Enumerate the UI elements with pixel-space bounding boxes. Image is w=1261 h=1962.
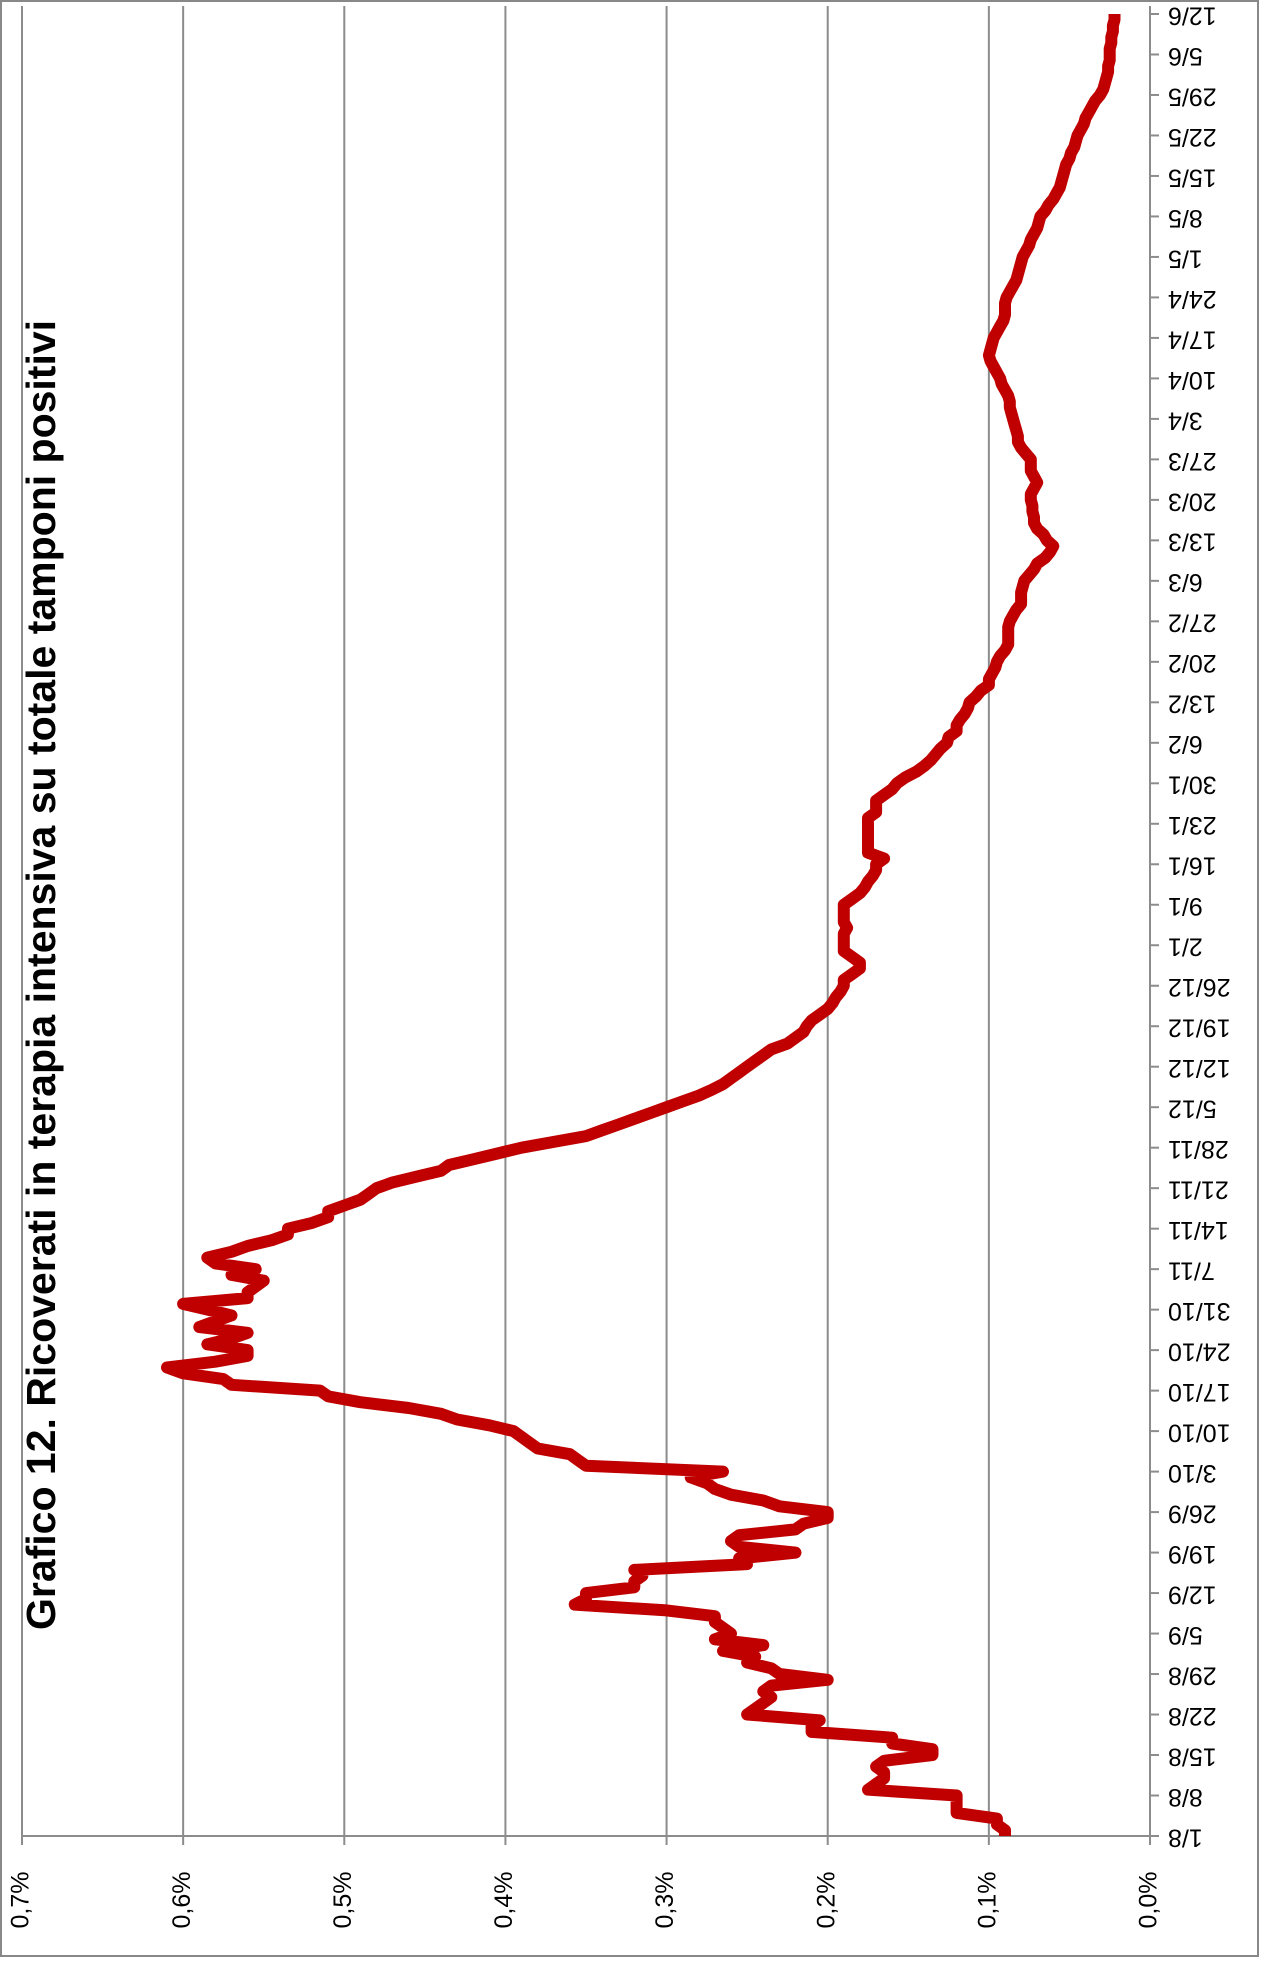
x-tick-label: 24/4 xyxy=(1168,285,1217,313)
x-tick-label: 8/8 xyxy=(1168,1783,1203,1811)
x-tick-label: 23/1 xyxy=(1168,811,1217,839)
x-tick-label: 24/10 xyxy=(1168,1338,1231,1366)
x-tick-label: 5/12 xyxy=(1168,1095,1217,1123)
x-tick-label: 28/11 xyxy=(1168,1135,1229,1163)
x-tick-label: 13/3 xyxy=(1168,528,1217,556)
x-tick-label: 6/2 xyxy=(1168,730,1203,758)
x-tick-label: 15/8 xyxy=(1168,1742,1217,1770)
y-tick-label: 0,6% xyxy=(168,1872,196,1929)
y-tick-label: 0,5% xyxy=(329,1872,357,1929)
x-tick-label: 3/10 xyxy=(1168,1459,1217,1487)
x-tick-label: 30/1 xyxy=(1168,771,1217,799)
x-tick-label: 20/3 xyxy=(1168,487,1217,515)
x-tick-label: 26/12 xyxy=(1168,973,1231,1001)
x-tick-label: 17/10 xyxy=(1168,1378,1231,1406)
x-tick-label: 22/5 xyxy=(1168,123,1217,151)
y-tick-label: 0,2% xyxy=(812,1872,840,1929)
x-tick-label: 12/12 xyxy=(1168,1054,1231,1082)
x-tick-label: 9/1 xyxy=(1168,892,1203,920)
x-tick-label: 29/5 xyxy=(1168,82,1217,110)
x-tick-label: 12/9 xyxy=(1168,1580,1217,1608)
x-tick-label: 10/10 xyxy=(1168,1419,1231,1447)
x-tick-label: 16/1 xyxy=(1168,852,1217,880)
x-tick-label: 19/12 xyxy=(1168,1014,1231,1042)
x-tick-label: 8/5 xyxy=(1168,204,1203,232)
x-tick-label: 5/9 xyxy=(1168,1621,1203,1649)
chart-title: Grafico 12. Ricoverati in terapia intens… xyxy=(18,320,64,1630)
x-tick-label: 6/3 xyxy=(1168,568,1203,596)
x-tick-label: 27/3 xyxy=(1168,447,1217,475)
x-tick-label: 7/11 xyxy=(1168,1257,1215,1285)
x-tick-label: 22/8 xyxy=(1168,1702,1217,1730)
x-tick-label: 14/11 xyxy=(1168,1216,1229,1244)
x-tick-label: 20/2 xyxy=(1168,649,1217,677)
x-tick-label: 1/8 xyxy=(1168,1823,1203,1851)
x-tick-label: 27/2 xyxy=(1168,609,1217,637)
y-tick-label: 0,7% xyxy=(7,1872,35,1929)
x-tick-label: 12/6 xyxy=(1168,1,1217,29)
x-tick-label: 19/9 xyxy=(1168,1540,1217,1568)
y-tick-label: 0,0% xyxy=(1135,1872,1163,1929)
x-tick-label: 3/4 xyxy=(1168,406,1203,434)
x-tick-label: 15/5 xyxy=(1168,163,1217,191)
x-tick-label: 31/10 xyxy=(1168,1297,1231,1325)
x-tick-label: 13/2 xyxy=(1168,690,1217,718)
x-tick-label: 1/5 xyxy=(1168,244,1203,272)
x-tick-label: 2/1 xyxy=(1168,933,1203,961)
data-line xyxy=(161,13,1121,1837)
x-tick-label: 17/4 xyxy=(1168,325,1217,353)
x-tick-label: 5/6 xyxy=(1168,42,1203,70)
y-tick-label: 0,3% xyxy=(651,1872,679,1929)
x-tick-label: 26/9 xyxy=(1168,1499,1217,1527)
x-tick-label: 29/8 xyxy=(1168,1661,1217,1689)
y-tick-label: 0,4% xyxy=(490,1872,518,1929)
y-tick-label: 0,1% xyxy=(973,1872,1001,1929)
x-tick-label: 10/4 xyxy=(1168,366,1217,394)
x-tick-label: 21/11 xyxy=(1168,1176,1229,1204)
